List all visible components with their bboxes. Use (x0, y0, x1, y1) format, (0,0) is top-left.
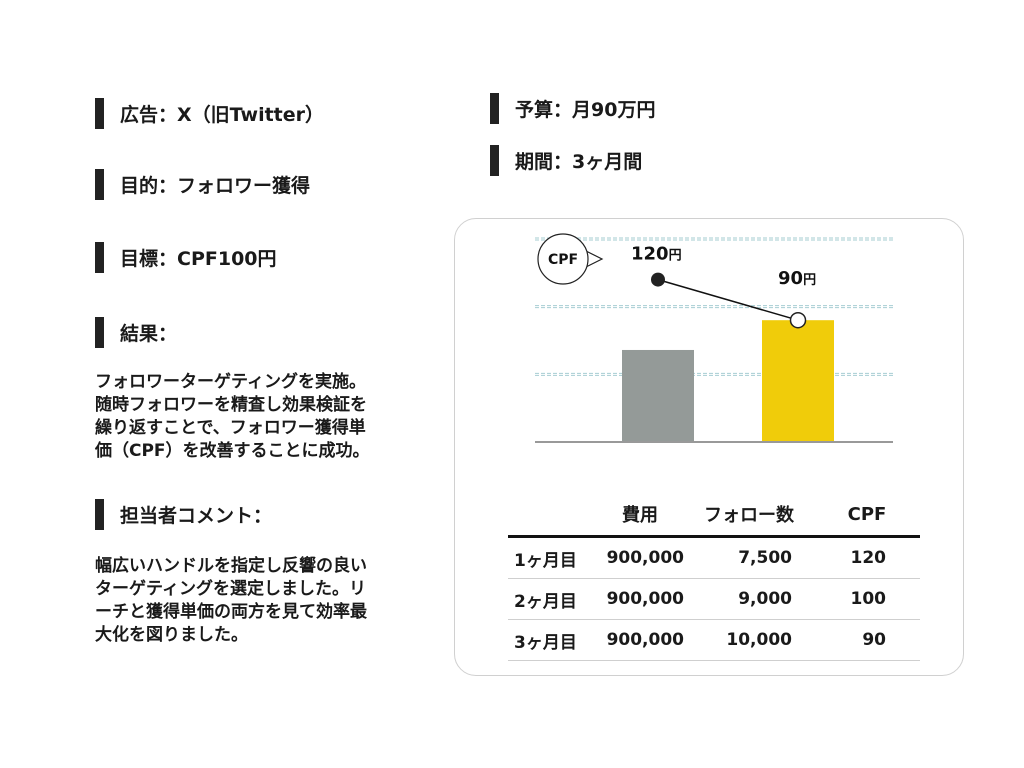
cpf-cell: 120 (814, 536, 920, 579)
result-heading: 結果： (95, 317, 177, 348)
bar (762, 320, 834, 442)
table-header-cell (508, 493, 596, 537)
comment-line: ーチと獲得単価の両方を見て効率最 (95, 602, 367, 622)
follows-cell: 7,500 (684, 536, 814, 579)
purpose-text: 目的：フォロワー獲得 (120, 175, 311, 197)
cpf-cell: 100 (814, 578, 920, 620)
comment-line: 幅広いハンドルを指定し反響の良い (95, 556, 367, 576)
table-header-cost: 費用 (622, 505, 658, 526)
cost-cell: 900,000 (596, 619, 684, 661)
result-line: 価（CPF）を改善することに成功。 (95, 441, 370, 461)
result-heading-text: 結果： (120, 323, 178, 345)
heading-bar-mark (490, 93, 499, 124)
table-row: 1ヶ月目 900,000 7,500 120 (508, 536, 920, 579)
month-cell: 2ヶ月目 (508, 578, 596, 620)
comment-paragraph: 幅広いハンドルを指定し反響の良い ターゲティングを選定しました。リ ーチと獲得単… (95, 555, 415, 647)
ad-platform-heading: 広告：X（旧Twitter） (95, 98, 324, 129)
budget-text: 予算：月90万円 (515, 99, 656, 121)
cpf-cell: 90 (814, 619, 920, 661)
cost-cell: 900,000 (596, 536, 684, 579)
follows-cell: 10,000 (684, 619, 814, 661)
comment-heading-text: 担当者コメント： (120, 505, 273, 527)
table-row: 2ヶ月目 900,000 9,000 100 (508, 578, 920, 620)
follows-cell: 9,000 (684, 578, 814, 620)
result-line: フォロワーターゲティングを実施。 (95, 372, 366, 392)
cpf-badge-label: CPF (548, 252, 578, 268)
cpf-badge (537, 233, 589, 285)
comment-line: 大化を図りました。 (95, 625, 248, 645)
comment-heading: 担当者コメント： (95, 499, 272, 530)
period-heading: 期間：3ヶ月間 (490, 145, 642, 176)
month-cell: 1ヶ月目 (508, 536, 596, 579)
badge-tail (585, 250, 604, 268)
heading-bar-mark (95, 242, 104, 273)
cpf-line (657, 278, 799, 321)
results-card: 120円 90円 CPF 費用 フォロー数 CPF 1ヶ月目 900,000 7,5… (454, 218, 964, 676)
cpf-point (789, 311, 807, 329)
heading-bar-mark (95, 98, 104, 129)
cpf-data-label: 120円 (631, 244, 682, 265)
comment-line: ターゲティングを選定しました。リ (95, 579, 366, 599)
cpf-chart: 120円 90円 CPF (535, 233, 893, 443)
result-line: 随時フォロワーを精査し効果検証を (95, 395, 367, 415)
cpf-data-label: 90円 (778, 268, 816, 289)
cpf-point (651, 272, 665, 287)
table-header-row: 費用 フォロー数 CPF (508, 493, 920, 537)
bar (622, 349, 694, 442)
month-cell: 3ヶ月目 (508, 619, 596, 661)
heading-bar-mark (95, 499, 104, 530)
goal-heading: 目標：CPF100円 (95, 242, 277, 273)
period-text: 期間：3ヶ月間 (515, 151, 643, 173)
ad-platform-text: 広告：X（旧Twitter） (120, 104, 325, 126)
purpose-heading: 目的：フォロワー獲得 (95, 169, 310, 200)
table-header-cpf: CPF (847, 503, 887, 525)
table-row: 3ヶ月目 900,000 10,000 90 (508, 619, 920, 661)
heading-bar-mark (490, 145, 499, 176)
heading-bar-mark (95, 317, 104, 348)
result-line: 繰り返すことで、フォロワー獲得単 (95, 418, 366, 438)
table-header-follows: フォロー数 (704, 505, 794, 526)
result-paragraph: フォロワーターゲティングを実施。 随時フォロワーを精査し効果検証を 繰り返すこと… (95, 371, 415, 463)
goal-text: 目標：CPF100円 (120, 248, 277, 270)
heading-bar-mark (95, 169, 104, 200)
budget-heading: 予算：月90万円 (490, 93, 655, 124)
cost-cell: 900,000 (596, 578, 684, 620)
results-table: 費用 フォロー数 CPF 1ヶ月目 900,000 7,500 120 2ヶ月目… (508, 493, 920, 661)
